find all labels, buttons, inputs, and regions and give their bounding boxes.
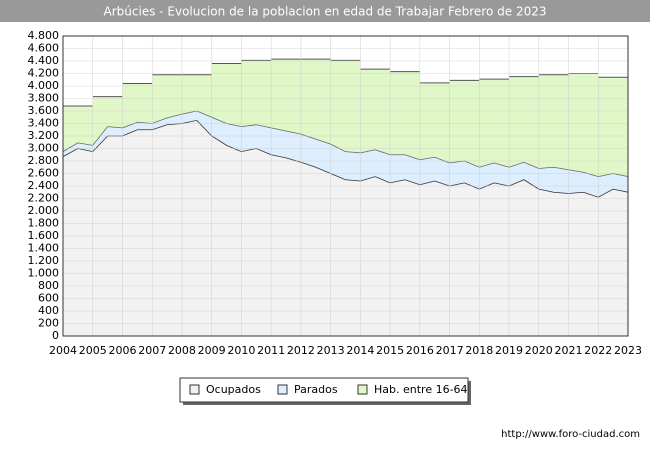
y-tick-label: 3.000 [28,142,60,155]
x-tick-label: 2006 [108,344,136,357]
y-tick-label: 4.600 [28,42,60,55]
x-tick-label: 2013 [317,344,345,357]
legend: Ocupados Parados Hab. entre 16-64 [179,377,471,405]
x-tick-label: 2017 [436,344,464,357]
y-tick-label: 2.800 [28,154,60,167]
y-tick-label: 3.800 [28,92,60,105]
x-tick-label: 2015 [376,344,404,357]
plot-border [62,35,629,337]
legend-label: Hab. entre 16-64 [374,383,468,396]
y-tick-label: 1.600 [28,229,60,242]
legend-swatch [277,384,288,395]
legend-label: Ocupados [206,383,261,396]
y-tick-label: 1.200 [28,254,60,267]
y-tick-label: 4.200 [28,67,60,80]
x-tick-label: 2010 [227,344,255,357]
x-tick-label: 2020 [525,344,553,357]
y-tick-label: 400 [38,304,59,317]
x-tick-label: 2021 [555,344,583,357]
y-tick-label: 1.000 [28,267,60,280]
x-tick-label: 2016 [406,344,434,357]
x-tick-label: 2014 [346,344,374,357]
chart-title: Arbúcies - Evolucion de la poblacion en … [104,5,547,19]
x-tick-label: 2004 [49,344,77,357]
y-tick-label: 4.000 [28,79,60,92]
y-tick-label: 3.600 [28,104,60,117]
x-tick-label: 2011 [257,344,285,357]
y-tick-label: 600 [38,292,59,305]
x-tick-label: 2009 [198,344,226,357]
legend-label: Parados [294,383,338,396]
plot: 02004006008001.0001.2001.4001.6001.8002.… [28,29,643,357]
legend-swatch [357,384,368,395]
ocupados-area [62,119,629,337]
x-tick-label: 2008 [168,344,196,357]
y-tick-label: 2.000 [28,204,60,217]
y-tick-label: 2.400 [28,179,60,192]
x-tick-label: 2022 [584,344,612,357]
source: http://www.foro-ciudad.com [501,429,640,440]
title-bar [0,0,650,22]
x-tick-label: 2005 [79,344,107,357]
y-tick-label: 2.600 [28,167,60,180]
x-tick-label: 2023 [614,344,642,357]
y-tick-label: 4.400 [28,54,60,67]
legend-swatch [189,384,200,395]
x-tick-label: 2018 [465,344,493,357]
y-tick-label: 3.400 [28,117,60,130]
y-tick-label: 800 [38,279,59,292]
x-tick-label: 2007 [138,344,166,357]
y-tick-label: 4.800 [28,29,60,42]
x-tick-label: 2012 [287,344,315,357]
y-tick-label: 2.200 [28,192,60,205]
y-tick-label: 3.200 [28,129,60,142]
y-tick-label: 1.400 [28,242,60,255]
y-tick-label: 0 [52,329,59,342]
legend-box [179,377,469,403]
y-tick-label: 1.800 [28,217,60,230]
x-tick-label: 2019 [495,344,523,357]
y-tick-label: 200 [38,317,59,330]
